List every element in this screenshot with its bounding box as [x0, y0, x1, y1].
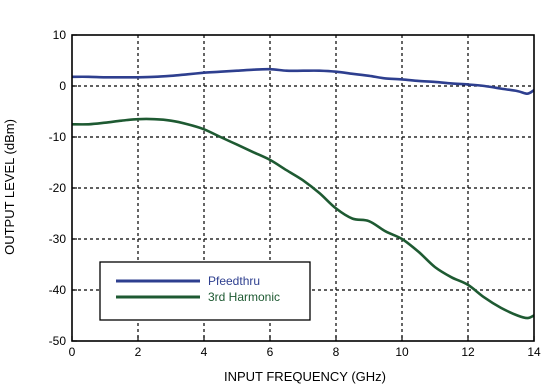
- series-line-3rd-harmonic: [71, 117, 535, 320]
- legend-label-3rd-harmonic: 3rd Harmonic: [208, 290, 280, 304]
- y-tick-label: 0: [59, 79, 66, 93]
- x-tick-label: 14: [527, 345, 541, 359]
- legend-label-pfeedthru: Pfeedthru: [208, 274, 260, 288]
- y-tick-label: 10: [53, 28, 67, 42]
- x-tick-label: 12: [461, 345, 475, 359]
- x-axis-label: INPUT FREQUENCY (GHz): [224, 369, 386, 384]
- ticks: 0 2 4 6 8 10 12 14 -50 -40 -30 -20 -10 0 10: [49, 28, 541, 359]
- x-tick-label: 10: [395, 345, 409, 359]
- x-tick-label: 0: [69, 345, 76, 359]
- legend: Pfeedthru 3rd Harmonic: [99, 261, 311, 321]
- series-layer: [71, 67, 535, 320]
- y-tick-label: -30: [49, 232, 67, 246]
- y-tick-label: -40: [49, 283, 67, 297]
- y-tick-label: -20: [49, 181, 67, 195]
- legend-box: [99, 261, 311, 321]
- x-tick-label: 2: [135, 345, 142, 359]
- x-tick-label: 6: [267, 345, 274, 359]
- x-tick-label: 4: [201, 345, 208, 359]
- x-tick-label: 8: [333, 345, 340, 359]
- y-tick-label: -50: [49, 334, 67, 348]
- y-axis-label: OUTPUT LEVEL (dBm): [2, 119, 17, 255]
- y-tick-label: -10: [49, 130, 67, 144]
- series-line-pfeedthru: [71, 67, 535, 95]
